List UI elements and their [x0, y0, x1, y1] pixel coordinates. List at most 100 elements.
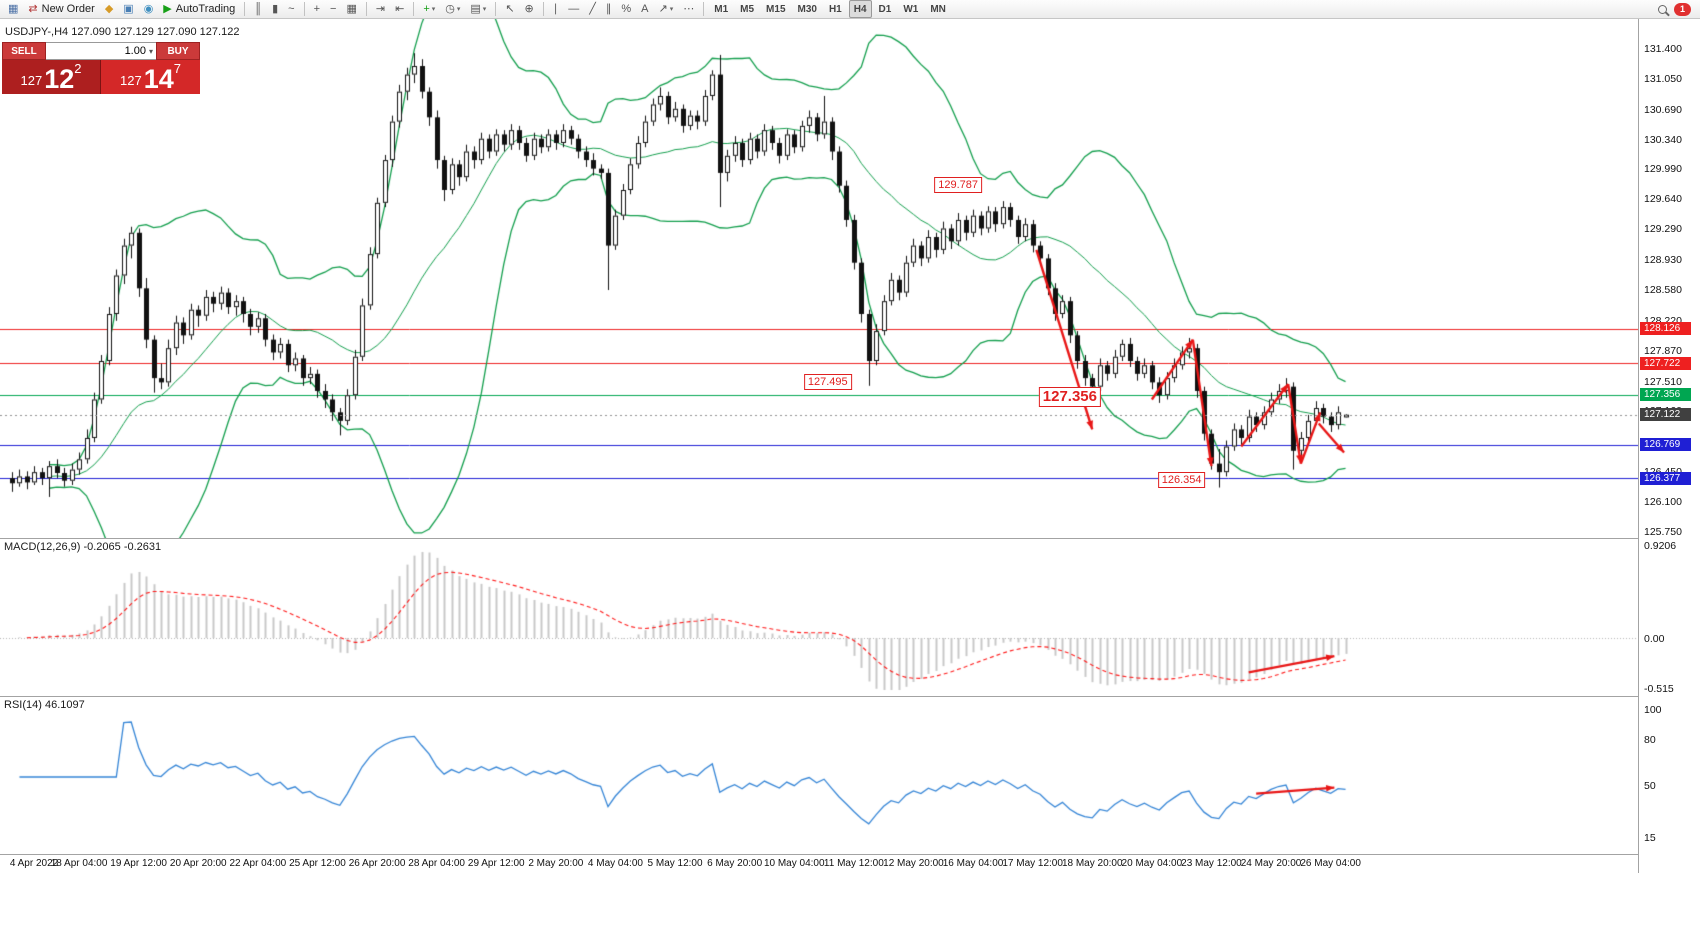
time-axis-label: 18 May 20:00 [1061, 858, 1123, 869]
chart-shift-icon: ⇤ [395, 3, 405, 15]
time-axis-label: 24 May 20:00 [1240, 858, 1302, 869]
zoom-in-icon[interactable]: + [310, 0, 324, 18]
bar-chart-icon[interactable]: ║ [250, 0, 266, 18]
trendline-icon[interactable]: ╱ [585, 0, 600, 18]
cursor-icon[interactable]: ↖ [501, 0, 518, 18]
templates-icon[interactable]: ▤ ▾ [466, 0, 490, 18]
price-line-tag[interactable]: 128.126 [1640, 322, 1691, 336]
horizontal-line-icon[interactable]: ― [564, 0, 583, 18]
time-axis-label: 10 May 04:00 [763, 858, 825, 869]
buy-button[interactable]: BUY [156, 42, 200, 60]
macd-panel-divider[interactable] [0, 538, 1700, 539]
macd-scale-zero: 0.00 [1644, 632, 1665, 645]
timeframe-h1-button[interactable]: H1 [828, 3, 842, 15]
toolbar-separator [542, 2, 544, 16]
arrows-icon[interactable]: ↗ ▾ [655, 0, 678, 18]
toolbar-separator [703, 2, 705, 16]
time-axis-label: 28 Apr 04:00 [408, 858, 465, 869]
cursor-icon: ↖ [505, 3, 515, 15]
rsi-scale-label: 100 [1644, 704, 1662, 717]
new-order-button: ⇄ [28, 3, 38, 15]
trendline-icon: ╱ [589, 3, 596, 15]
candlestick-chart-icon[interactable]: ▮ [268, 0, 282, 18]
macd-panel-canvas[interactable] [0, 539, 1638, 696]
volume-caret-icon[interactable]: ▾ [148, 46, 153, 56]
channel-icon[interactable]: ∥ [602, 0, 616, 18]
time-axis-label: 18 Apr 04:00 [50, 858, 108, 869]
tile-windows-icon: ▦ [346, 3, 357, 15]
price-annotation[interactable]: 127.356 [1038, 386, 1102, 407]
price-annotation[interactable]: 126.354 [1157, 471, 1206, 488]
more-tools-icon[interactable]: ⋯ [679, 0, 698, 18]
sell-button[interactable]: SELL [2, 42, 46, 60]
rsi-scale-label: 15 [1644, 832, 1656, 845]
time-axis-label: 11 May 12:00 [823, 858, 884, 869]
zoom-out-icon[interactable]: − [326, 0, 340, 18]
chart-shift-icon[interactable]: ⇤ [391, 0, 408, 18]
chart-window-icon[interactable]: ▦ [4, 0, 22, 18]
timeframe-m30-button[interactable]: M30 [797, 3, 817, 15]
macd-label: MACD(12,26,9) -0.2065 -0.2631 [4, 541, 162, 553]
buy-price-button[interactable]: 127 14 7 [101, 60, 200, 94]
annotation-layer: 129.787 127.495 127.356 126.354 [0, 19, 1638, 538]
deposit-icon[interactable]: ◆ [101, 0, 117, 18]
time-axis-label: 29 Apr 12:00 [467, 858, 525, 869]
symbol-info: USDJPY-,H4 127.090 127.129 127.090 127.1… [5, 26, 239, 38]
new-order-button[interactable]: ⇄ New Order [24, 0, 98, 18]
horizontal-line-icon: ― [568, 3, 580, 15]
indicators-icon[interactable]: + ▾ [419, 0, 439, 18]
rsi-panel-divider[interactable] [0, 696, 1700, 697]
price-line-tag[interactable]: 126.769 [1640, 438, 1691, 452]
time-axis-label: 19 Apr 12:00 [110, 858, 167, 869]
notification-badge[interactable]: 1 [1674, 2, 1691, 16]
rsi-panel-canvas[interactable] [0, 697, 1638, 854]
rsi-label: RSI(14) 46.1097 [4, 699, 85, 711]
crosshair-icon[interactable]: ⊕ [521, 0, 538, 18]
bar-chart-icon: ║ [254, 3, 263, 15]
price-axis-label: 128.930 [1644, 254, 1682, 267]
price-axis-label: 126.100 [1644, 496, 1682, 509]
candlestick-chart-icon: ▮ [272, 3, 279, 15]
arrows-icon: ↗ [658, 3, 668, 15]
volume-input[interactable]: 1.00 ▾ [46, 42, 156, 60]
price-annotation[interactable]: 127.495 [803, 374, 852, 391]
text-icon[interactable]: A [637, 0, 652, 18]
periods-icon[interactable]: ◷ ▾ [441, 0, 464, 18]
timeframe-m1-button[interactable]: M1 [714, 3, 729, 15]
timeframe-m15-button[interactable]: M15 [766, 3, 786, 15]
price-line-tag[interactable]: 127.356 [1640, 388, 1691, 402]
price-annotation[interactable]: 129.787 [934, 176, 983, 193]
timeframe-h4-button[interactable]: H4 [848, 0, 872, 18]
price-line-tag[interactable]: 127.722 [1640, 356, 1691, 370]
time-axis-label: 26 Apr 20:00 [348, 858, 406, 869]
line-chart-icon[interactable]: ~ [284, 0, 298, 18]
price-axis-label: 128.580 [1644, 284, 1682, 297]
auto-scroll-icon[interactable]: ⇥ [372, 0, 389, 18]
timeframe-m5-button[interactable]: M5 [740, 3, 755, 15]
time-axis-label: 16 May 04:00 [942, 858, 1004, 869]
community-icon[interactable]: ◉ [140, 0, 158, 18]
autotrading-button[interactable]: ▶ AutoTrading [159, 0, 239, 18]
time-axis-label: 6 May 20:00 [707, 858, 763, 869]
time-axis-label: 5 May 12:00 [647, 858, 703, 869]
price-line-tag[interactable]: 126.377 [1640, 471, 1691, 485]
sell-price-button[interactable]: 127 12 2 [2, 60, 101, 94]
timeframe-d1-button[interactable]: D1 [878, 3, 892, 15]
accounts-icon[interactable]: ▣ [119, 0, 137, 18]
fibonacci-icon[interactable]: % [617, 0, 635, 18]
time-axis-label: 26 May 04:00 [1300, 858, 1361, 869]
price-axis[interactable]: 131.400 131.050 130.690 130.340 129.990 129.6… [1638, 19, 1700, 873]
zoom-in-icon: + [313, 3, 321, 15]
autotrading-button-label: AutoTrading [175, 3, 236, 15]
tile-windows-icon[interactable]: ▦ [342, 0, 360, 18]
zoom-out-icon: − [330, 3, 337, 15]
price-chart-canvas[interactable] [0, 19, 1638, 538]
search-icon[interactable] [1654, 0, 1671, 18]
vertical-line-icon[interactable]: ∣ [549, 0, 563, 18]
time-axis-label: 23 May 12:00 [1181, 858, 1242, 869]
caret-down-icon: ▾ [431, 6, 436, 13]
timeframe-mn-button[interactable]: MN [930, 3, 946, 15]
time-axis[interactable]: 4 Apr 2022 18 Apr 04:00 19 Apr 12:00 20 Apr… [0, 855, 1700, 873]
timeframe-w1-button[interactable]: W1 [903, 3, 919, 15]
